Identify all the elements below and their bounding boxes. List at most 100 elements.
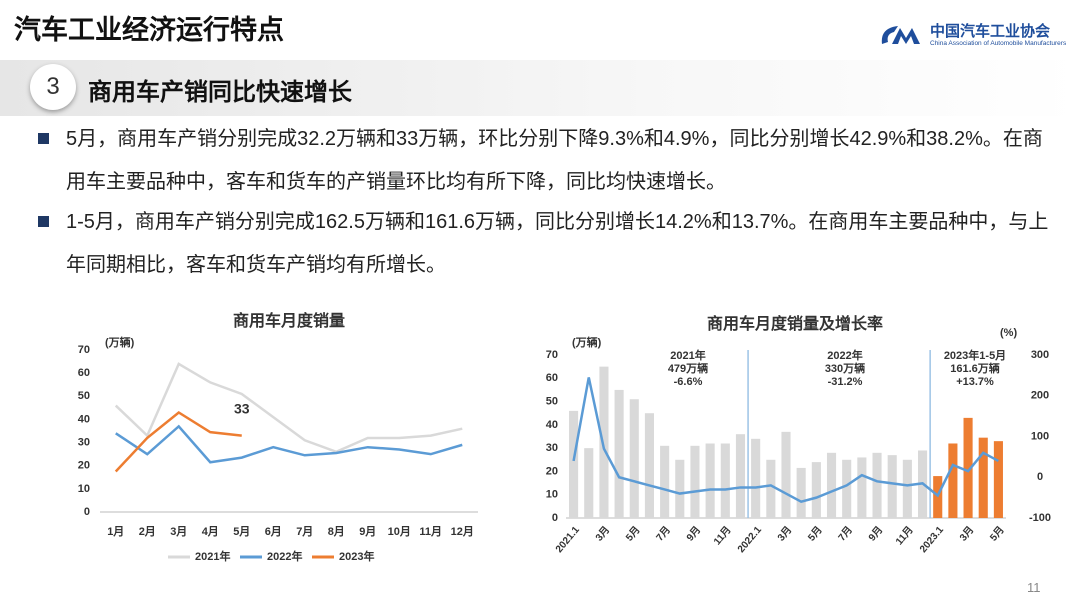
- x-tick-label: 1月: [107, 525, 124, 538]
- bar: [811, 462, 821, 518]
- y-tick-label: 70: [546, 349, 558, 361]
- bar: [690, 445, 700, 518]
- data-label: 33: [234, 400, 250, 416]
- x-tick-label: 9月: [359, 525, 376, 538]
- y2-axis-label: (%): [1000, 327, 1017, 339]
- annotation-total: 479万辆: [668, 361, 708, 375]
- bar: [902, 459, 912, 518]
- legend-label: 2022年: [267, 549, 302, 563]
- y-tick-label: 60: [546, 372, 558, 384]
- bar: [978, 437, 988, 518]
- bar: [948, 443, 958, 518]
- chart-title: 商用车月度销量及增长率: [707, 314, 883, 333]
- annotation-change: -31.2%: [828, 376, 863, 388]
- x-tick-label: 3月: [170, 525, 187, 538]
- x-tick-label: 3月: [775, 524, 794, 544]
- bar: [569, 410, 579, 518]
- bar: [720, 443, 730, 518]
- y2-tick-label: -100: [1029, 512, 1051, 524]
- y-axis-label: (万辆): [572, 335, 602, 349]
- bullet-text: 1-5月，商用车产销分别完成162.5万辆和161.6万辆，同比分别增长14.2…: [66, 211, 1049, 276]
- y-tick-label: 60: [78, 367, 90, 379]
- y-tick-label: 10: [78, 483, 90, 495]
- x-tick-label: 7月: [296, 525, 313, 538]
- page-number: 11: [1027, 580, 1041, 595]
- x-tick-label: 5月: [805, 524, 824, 544]
- x-tick-label: 2022.1: [736, 524, 764, 555]
- y-tick-label: 10: [546, 489, 558, 501]
- annotation-total: 161.6万辆: [950, 361, 1000, 375]
- y-tick-label: 70: [78, 344, 90, 356]
- x-tick-label: 8月: [328, 525, 345, 538]
- bar: [781, 431, 791, 518]
- y2-tick-label: 300: [1031, 349, 1049, 361]
- x-tick-label: 12月: [451, 525, 474, 538]
- legend-label: 2021年: [195, 549, 230, 563]
- x-tick-label: 5月: [233, 525, 250, 538]
- header-title: 汽车工业经济运行特点: [14, 15, 284, 45]
- x-tick-label: 9月: [866, 524, 885, 544]
- bar: [599, 366, 609, 518]
- x-tick-label: 2023.1: [918, 524, 946, 555]
- y-tick-label: 40: [78, 413, 90, 425]
- x-tick-label: 11月: [711, 524, 733, 547]
- legend-label: 2023年: [339, 549, 374, 563]
- annotation-change: +13.7%: [956, 376, 994, 388]
- section-bar: [0, 60, 1080, 116]
- bar: [629, 399, 639, 518]
- x-tick-label: 7月: [654, 524, 673, 544]
- logo-en: China Association of Automobile Manufact…: [930, 40, 1067, 47]
- x-tick-label: 4月: [202, 525, 219, 538]
- y-axis-label: (万辆): [105, 335, 135, 349]
- series-line: [115, 424, 463, 464]
- series-line: [114, 410, 242, 473]
- bar: [842, 459, 852, 518]
- y-tick-label: 30: [78, 436, 90, 448]
- bar: [887, 455, 897, 518]
- annotation-year: 2022年: [827, 348, 862, 362]
- bar: [766, 459, 776, 518]
- bar: [675, 459, 685, 518]
- bullet-icon: [38, 216, 49, 227]
- bar: [614, 389, 624, 518]
- annotation-year: 2023年1-5月: [944, 348, 1006, 362]
- bar: [705, 443, 715, 518]
- bar: [751, 438, 761, 518]
- x-tick-label: 6月: [265, 525, 282, 538]
- x-tick-label: 3月: [957, 524, 976, 544]
- bar: [872, 452, 882, 518]
- y-tick-label: 50: [78, 390, 90, 402]
- bar: [857, 457, 867, 518]
- x-tick-label: 5月: [623, 524, 642, 544]
- series-line: [572, 377, 1000, 504]
- x-tick-label: 9月: [684, 524, 703, 544]
- y2-tick-label: 200: [1031, 390, 1049, 402]
- logo-mark: [881, 26, 920, 44]
- bar: [963, 417, 973, 518]
- x-tick-label: 11月: [893, 524, 915, 547]
- bar: [660, 445, 670, 518]
- y2-tick-label: 0: [1037, 471, 1043, 483]
- y-tick-label: 20: [546, 465, 558, 477]
- bar: [735, 434, 746, 518]
- bullet-icon: [38, 133, 49, 144]
- x-tick-label: 10月: [388, 525, 411, 538]
- annotation-total: 330万辆: [825, 361, 865, 375]
- bar: [796, 467, 806, 518]
- y-tick-label: 50: [546, 395, 558, 407]
- bar: [644, 413, 654, 518]
- series-line: [114, 362, 463, 454]
- y-tick-label: 0: [84, 506, 90, 518]
- chart-title: 商用车月度销量: [233, 311, 345, 330]
- x-tick-label: 11月: [419, 525, 442, 538]
- section-number: 3: [30, 64, 76, 110]
- bar: [993, 441, 1003, 518]
- bar: [584, 448, 594, 518]
- annotation-year: 2021年: [670, 348, 705, 362]
- y-tick-label: 30: [546, 442, 558, 454]
- logo-cn: 中国汽车工业协会: [930, 23, 1051, 40]
- bullet-text: 5月，商用车产销分别完成32.2万辆和33万辆，环比分别下降9.3%和4.9%，…: [66, 128, 1043, 193]
- section-title: 商用车产销同比快速增长: [88, 79, 352, 106]
